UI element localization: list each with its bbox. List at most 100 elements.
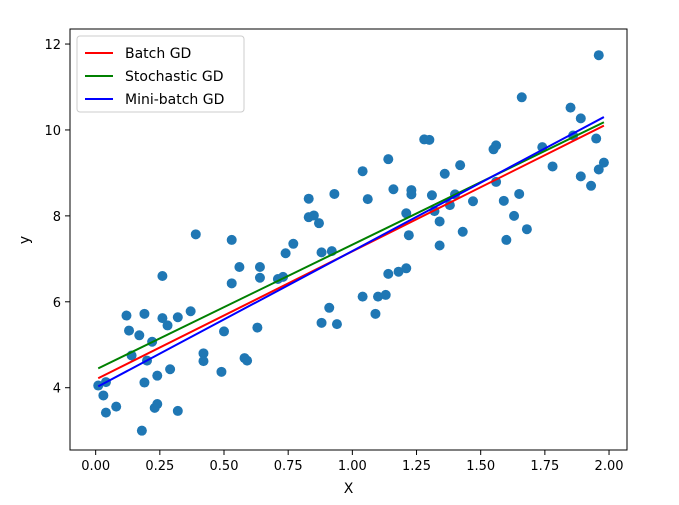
scatter-point bbox=[426, 190, 437, 201]
scatter-point bbox=[439, 168, 450, 179]
scatter-point bbox=[111, 401, 122, 412]
legend: Batch GD Stochastic GD Mini-batch GD bbox=[76, 35, 245, 113]
scatter-point bbox=[401, 208, 412, 219]
scatter-point bbox=[172, 312, 183, 323]
scatter-point bbox=[121, 310, 132, 321]
y-axis-ticks: 4 6 8 10 12 bbox=[44, 38, 70, 397]
scatter-point bbox=[124, 325, 135, 336]
scatter-point bbox=[308, 210, 319, 221]
series-line-1 bbox=[97, 121, 605, 370]
scatter-point bbox=[226, 234, 237, 245]
scatter-point bbox=[324, 302, 335, 313]
scatter-point bbox=[152, 370, 163, 381]
legend-box bbox=[76, 35, 245, 113]
scatter-point bbox=[198, 348, 209, 359]
scatter-point bbox=[303, 193, 314, 204]
scatter-point bbox=[100, 407, 111, 418]
scatter-point bbox=[234, 261, 245, 272]
scatter-point bbox=[444, 200, 455, 211]
x-tick-label: 0.25 bbox=[145, 459, 174, 474]
scatter-point bbox=[516, 92, 527, 103]
scatter-point bbox=[329, 188, 340, 199]
scatter-point bbox=[313, 218, 324, 229]
scatter-point bbox=[216, 366, 227, 377]
legend-entry: Batch GD bbox=[125, 46, 191, 62]
scatter-point bbox=[185, 306, 196, 317]
scatter-point bbox=[172, 405, 183, 416]
scatter-point bbox=[593, 164, 604, 175]
x-tick-label: 1.25 bbox=[402, 459, 431, 474]
scatter-point bbox=[373, 291, 384, 302]
scatter-point bbox=[316, 247, 327, 258]
scatter-point bbox=[331, 319, 342, 330]
x-tick-label: 0.00 bbox=[81, 459, 110, 474]
y-tick-label: 12 bbox=[44, 38, 61, 53]
scatter-point bbox=[547, 161, 558, 172]
scatter-point bbox=[406, 189, 417, 200]
scatter-point bbox=[157, 313, 168, 324]
x-tick-label: 0.50 bbox=[210, 459, 239, 474]
scatter-point bbox=[139, 377, 150, 388]
legend-entry: Mini-batch GD bbox=[125, 92, 224, 108]
scatter-point bbox=[380, 289, 391, 300]
x-axis-ticks: 0.00 0.25 0.50 0.75 1.00 1.25 1.50 1.75 2.00 bbox=[81, 450, 624, 474]
scatter-point bbox=[521, 224, 532, 235]
scatter-point bbox=[514, 188, 525, 199]
scatter-point bbox=[401, 263, 412, 274]
scatter-point bbox=[198, 356, 209, 367]
scatter-point bbox=[467, 196, 478, 207]
scatter-point bbox=[98, 390, 109, 401]
scatter-point bbox=[393, 266, 404, 277]
x-tick-label: 1.00 bbox=[338, 459, 367, 474]
scatter-point bbox=[388, 184, 399, 195]
scatter-point bbox=[288, 238, 299, 249]
scatter-point bbox=[162, 320, 173, 331]
plot-area bbox=[93, 50, 609, 436]
scatter-point bbox=[383, 268, 394, 279]
y-tick-label: 4 bbox=[53, 382, 61, 397]
scatter-point bbox=[280, 248, 291, 259]
scatter-point bbox=[190, 229, 201, 240]
scatter-point bbox=[254, 261, 265, 272]
scatter-point bbox=[242, 355, 253, 366]
y-tick-label: 6 bbox=[53, 296, 61, 311]
scatter-point bbox=[362, 194, 373, 205]
axes-frame bbox=[69, 28, 628, 451]
scatter-point bbox=[157, 271, 168, 282]
scatter-point bbox=[455, 160, 466, 171]
series-line-2 bbox=[97, 116, 605, 388]
scatter-point bbox=[139, 308, 150, 319]
scatter-point bbox=[424, 134, 435, 145]
legend-entry: Stochastic GD bbox=[125, 69, 224, 85]
scatter-point bbox=[586, 180, 597, 191]
scatter-point bbox=[434, 216, 445, 227]
scatter-point bbox=[403, 230, 414, 241]
scatter-point bbox=[149, 402, 160, 413]
x-tick-label: 0.75 bbox=[274, 459, 303, 474]
scatter-point bbox=[565, 102, 576, 113]
y-tick-label: 10 bbox=[44, 124, 61, 139]
x-tick-label: 2.00 bbox=[595, 459, 624, 474]
scatter-point bbox=[134, 330, 145, 341]
scatter-point bbox=[501, 234, 512, 245]
scatter-point bbox=[593, 50, 604, 61]
scatter-point bbox=[598, 157, 609, 168]
scatter-point bbox=[252, 322, 263, 333]
x-tick-label: 1.50 bbox=[466, 459, 495, 474]
scatter-point bbox=[316, 317, 327, 328]
scatter-point bbox=[434, 240, 445, 251]
x-tick-label: 1.75 bbox=[530, 459, 559, 474]
y-axis-label: y bbox=[17, 236, 33, 244]
x-axis-label: X bbox=[344, 481, 354, 497]
scatter-point bbox=[165, 364, 176, 375]
scatter-point bbox=[254, 272, 265, 283]
scatter-point bbox=[357, 166, 368, 177]
scatter-point bbox=[136, 425, 147, 436]
scatter-point bbox=[383, 154, 394, 165]
scatter-point bbox=[498, 195, 509, 206]
scatter-point bbox=[509, 210, 520, 221]
scatter-point bbox=[575, 171, 586, 182]
scatter-point bbox=[491, 140, 502, 151]
scatter-point bbox=[219, 326, 230, 337]
